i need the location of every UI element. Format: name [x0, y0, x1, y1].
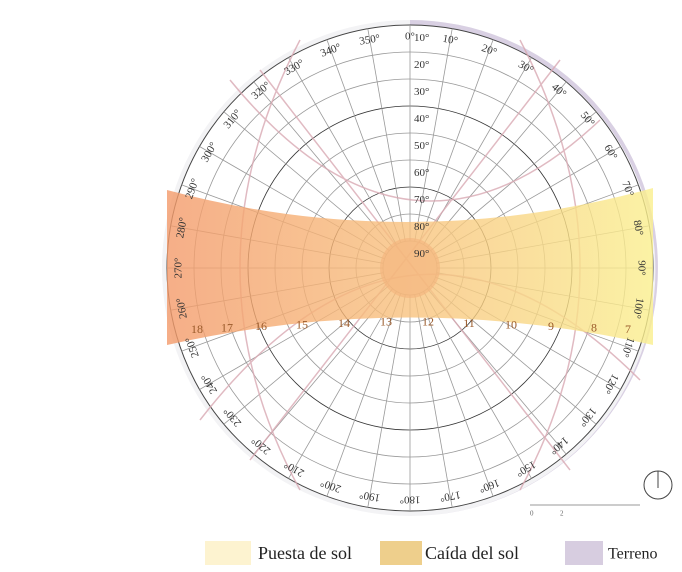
- azimuth-label: 70°: [619, 180, 636, 199]
- hour-label: 11: [463, 316, 475, 330]
- azimuth-line: [288, 291, 397, 479]
- azimuth-line: [414, 28, 453, 242]
- azimuth-label: 350°: [358, 32, 381, 47]
- azimuth-line: [326, 293, 402, 497]
- azimuth-label: 270°: [173, 258, 185, 279]
- azimuth-line: [326, 39, 402, 243]
- altitude-label: 80°: [414, 221, 429, 233]
- hour-label: 17: [221, 321, 233, 335]
- azimuth-label: 190°: [358, 488, 381, 503]
- altitude-label: 90°: [414, 248, 429, 260]
- hour-label: 8: [591, 321, 597, 335]
- azimuth-line: [253, 81, 393, 248]
- altitude-label: 50°: [414, 140, 429, 152]
- hour-label: 10: [505, 318, 517, 332]
- hour-label: 9: [548, 319, 554, 333]
- altitude-label: 30°: [414, 86, 429, 98]
- hour-label: 18: [191, 322, 203, 336]
- altitude-label: 20°: [414, 59, 429, 71]
- zenith-patch: [380, 238, 440, 298]
- hour-label: 16: [255, 319, 267, 333]
- hour-label: 15: [296, 318, 308, 332]
- hour-label: 12: [422, 315, 434, 329]
- legend-swatch: [565, 541, 603, 565]
- azimuth-label: 80°: [631, 219, 645, 236]
- azimuth-line: [423, 291, 532, 479]
- azimuth-line: [367, 28, 406, 242]
- hour-label: 13: [380, 315, 392, 329]
- hour-label: 7: [625, 322, 631, 336]
- azimuth-label: 20°: [480, 42, 499, 59]
- legend-swatch: [380, 541, 422, 565]
- azimuth-line: [288, 57, 397, 245]
- hour-label: 14: [338, 316, 350, 330]
- scale-label: 0: [530, 510, 534, 518]
- altitude-label: 70°: [414, 194, 429, 206]
- legend-label: Caída del sol: [425, 543, 519, 563]
- azimuth-label: 10°: [442, 33, 459, 47]
- azimuth-label: 280°: [174, 216, 189, 239]
- altitude-label: 60°: [414, 167, 429, 179]
- legend-swatch: [205, 541, 251, 565]
- legend-label: Terreno: [608, 546, 658, 563]
- azimuth-line: [367, 294, 406, 508]
- azimuth-line: [418, 39, 494, 243]
- azimuth-line: [414, 294, 453, 508]
- azimuth-line: [418, 293, 494, 497]
- legend-label: Puesta de sol: [258, 543, 352, 563]
- azimuth-line: [427, 81, 567, 248]
- azimuth-label: 180°: [400, 493, 421, 505]
- altitude-label: 10°: [414, 32, 429, 44]
- azimuth-label: 0°: [405, 31, 415, 43]
- azimuth-label: 90°: [635, 260, 647, 275]
- scale-label: 2: [560, 510, 564, 518]
- azimuth-label: 170°: [439, 488, 462, 503]
- azimuth-label: 100°: [630, 297, 645, 320]
- altitude-label: 40°: [414, 113, 429, 125]
- azimuth-label: 260°: [174, 297, 189, 320]
